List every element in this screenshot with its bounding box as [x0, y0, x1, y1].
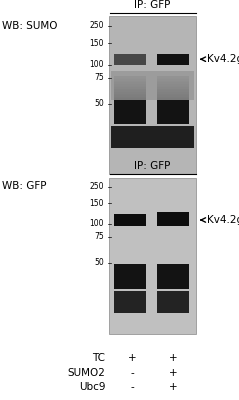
Text: Kv4.2g: Kv4.2g	[207, 215, 239, 225]
Bar	[157, 100, 189, 124]
Bar	[157, 79, 189, 81]
Bar	[157, 264, 189, 289]
Bar	[109, 16, 196, 174]
Text: TC: TC	[92, 353, 105, 363]
Text: 100: 100	[89, 220, 104, 228]
Bar	[157, 95, 189, 97]
Bar	[114, 54, 146, 65]
Bar	[111, 71, 194, 100]
Text: Kv4.2g: Kv4.2g	[207, 54, 239, 64]
Text: 150: 150	[89, 199, 104, 208]
Text: -: -	[131, 382, 135, 392]
Text: WB: SUMO: WB: SUMO	[2, 21, 58, 31]
Bar	[114, 90, 146, 92]
Bar	[114, 264, 146, 289]
Bar	[114, 82, 146, 84]
Bar	[114, 78, 146, 79]
Bar	[157, 86, 189, 87]
Bar	[157, 90, 189, 92]
Bar	[157, 212, 189, 226]
Text: 75: 75	[94, 74, 104, 82]
Text: -: -	[131, 368, 135, 378]
Bar	[114, 84, 146, 86]
Bar	[114, 98, 146, 100]
Bar	[114, 76, 146, 78]
Bar	[157, 89, 189, 90]
Bar	[109, 178, 196, 334]
Bar	[157, 76, 189, 78]
Bar	[157, 82, 189, 84]
Bar	[114, 100, 146, 124]
Text: +: +	[169, 382, 178, 392]
Text: 150: 150	[89, 39, 104, 48]
Bar	[157, 78, 189, 79]
Bar	[111, 126, 194, 148]
Bar	[114, 79, 146, 81]
Text: IP: GFP: IP: GFP	[134, 0, 170, 10]
Bar	[114, 81, 146, 82]
Bar	[157, 81, 189, 82]
Text: 100: 100	[89, 60, 104, 69]
Bar	[157, 87, 189, 89]
Bar	[157, 291, 189, 313]
Bar	[114, 86, 146, 87]
Text: Ubc9: Ubc9	[79, 382, 105, 392]
Bar	[114, 214, 146, 226]
Bar	[157, 92, 189, 94]
Bar	[157, 94, 189, 95]
Text: +: +	[128, 353, 137, 363]
Bar	[114, 89, 146, 90]
Text: IP: GFP: IP: GFP	[134, 161, 170, 171]
Text: 50: 50	[94, 100, 104, 108]
Text: 50: 50	[94, 258, 104, 267]
Text: +: +	[169, 353, 178, 363]
Text: WB: GFP: WB: GFP	[2, 181, 47, 191]
Bar	[114, 97, 146, 98]
Bar	[114, 92, 146, 94]
Text: 75: 75	[94, 232, 104, 241]
Bar	[114, 87, 146, 89]
Text: 250: 250	[89, 22, 104, 30]
Bar	[114, 95, 146, 97]
Bar	[114, 94, 146, 95]
Bar	[157, 98, 189, 100]
Text: SUMO2: SUMO2	[67, 368, 105, 378]
Bar	[157, 84, 189, 86]
Bar	[157, 54, 189, 65]
Bar	[157, 97, 189, 98]
Text: +: +	[169, 368, 178, 378]
Text: 250: 250	[89, 182, 104, 191]
Bar	[114, 291, 146, 313]
